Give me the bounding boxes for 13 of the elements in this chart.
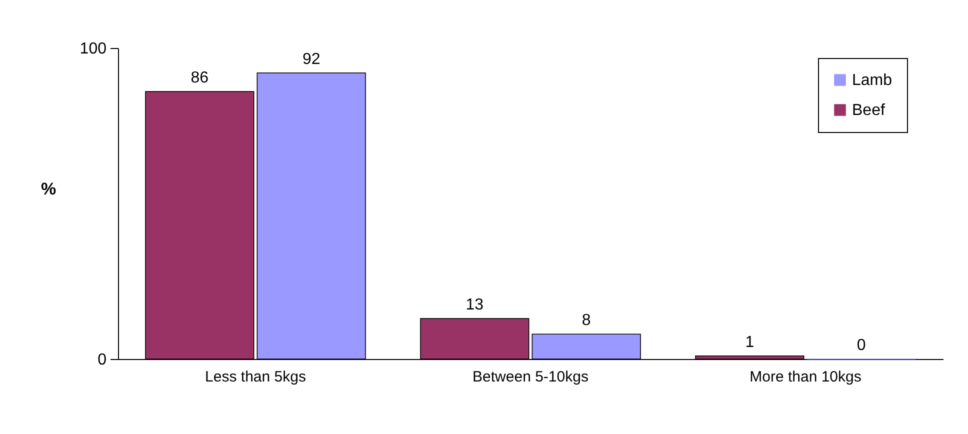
- legend-label: Lamb: [852, 72, 892, 89]
- x-tick-label: Between 5-10kgs: [472, 368, 588, 386]
- y-tick-label: 100: [80, 40, 107, 58]
- legend-label: Beef: [852, 102, 886, 119]
- x-tick-label: Less than 5kgs: [205, 368, 306, 386]
- data-label: 86: [190, 70, 209, 87]
- data-label: 0: [856, 337, 866, 354]
- x-tick-label: More than 10kgs: [750, 368, 862, 386]
- data-label: 1: [745, 334, 754, 351]
- data-label: 8: [582, 312, 591, 330]
- y-axis-title: %: [40, 180, 56, 198]
- data-label: 92: [302, 50, 320, 68]
- data-label: 13: [466, 296, 484, 314]
